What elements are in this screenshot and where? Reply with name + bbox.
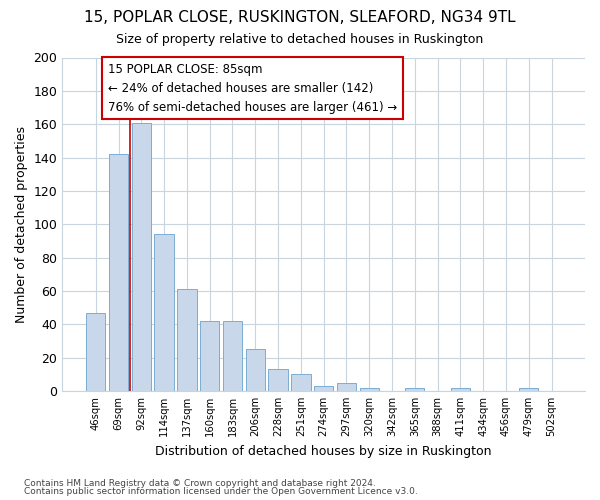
Bar xyxy=(177,289,197,391)
Bar xyxy=(245,350,265,391)
Bar xyxy=(314,386,334,391)
Text: Contains HM Land Registry data © Crown copyright and database right 2024.: Contains HM Land Registry data © Crown c… xyxy=(24,478,376,488)
Y-axis label: Number of detached properties: Number of detached properties xyxy=(15,126,28,322)
Bar xyxy=(109,154,128,391)
X-axis label: Distribution of detached houses by size in Ruskington: Distribution of detached houses by size … xyxy=(155,444,492,458)
Bar xyxy=(154,234,174,391)
Bar xyxy=(359,388,379,391)
Bar xyxy=(519,388,538,391)
Bar xyxy=(200,321,220,391)
Text: Contains public sector information licensed under the Open Government Licence v3: Contains public sector information licen… xyxy=(24,487,418,496)
Text: 15, POPLAR CLOSE, RUSKINGTON, SLEAFORD, NG34 9TL: 15, POPLAR CLOSE, RUSKINGTON, SLEAFORD, … xyxy=(84,10,516,25)
Bar xyxy=(451,388,470,391)
Text: Size of property relative to detached houses in Ruskington: Size of property relative to detached ho… xyxy=(116,32,484,46)
Bar xyxy=(405,388,424,391)
Bar xyxy=(223,321,242,391)
Bar xyxy=(291,374,311,391)
Bar xyxy=(86,312,106,391)
Bar xyxy=(268,370,288,391)
Text: 15 POPLAR CLOSE: 85sqm
← 24% of detached houses are smaller (142)
76% of semi-de: 15 POPLAR CLOSE: 85sqm ← 24% of detached… xyxy=(108,62,398,114)
Bar xyxy=(131,122,151,391)
Bar xyxy=(337,382,356,391)
